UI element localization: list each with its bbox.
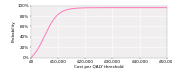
Y-axis label: Probability: Probability bbox=[12, 21, 16, 42]
X-axis label: Cost per QALY threshold: Cost per QALY threshold bbox=[74, 65, 124, 69]
